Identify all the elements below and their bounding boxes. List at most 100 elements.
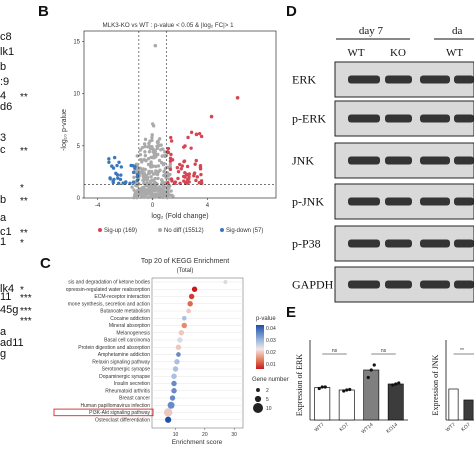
nodiff-point	[141, 191, 146, 196]
bar	[387, 383, 404, 421]
legend-label: Sig-down (57)	[226, 228, 263, 234]
sig-up-point	[166, 146, 171, 151]
gene-name: b	[0, 194, 6, 206]
nodiff-point	[149, 162, 153, 166]
replicate-point	[372, 363, 376, 367]
sig-label: **	[460, 348, 464, 354]
protein-band	[454, 75, 474, 84]
sig-down-point	[131, 180, 136, 184]
nodiff-point	[162, 161, 166, 166]
sig-up-point	[168, 167, 173, 172]
sig-up-point	[169, 135, 173, 140]
protein-band	[348, 280, 380, 289]
nodiff-point	[148, 186, 153, 190]
kegg-dot	[181, 322, 188, 329]
nodiff-point	[135, 154, 139, 158]
size-legend-dot	[253, 403, 263, 413]
nodiff-point	[166, 173, 171, 178]
kegg-dot	[178, 330, 185, 336]
legend-label: Sig-up (169)	[104, 228, 137, 234]
replicate-point	[342, 389, 346, 393]
gene-significance: **	[20, 92, 28, 103]
protein-band	[420, 197, 450, 206]
sig-down-point	[133, 164, 137, 168]
nodiff-point	[149, 155, 153, 160]
gene-name: 45g	[0, 304, 18, 316]
sig-up-point	[195, 175, 200, 179]
kegg-subtitle: (Total)	[177, 268, 194, 274]
pvalue-color-bar	[256, 325, 264, 369]
nodiff-point	[132, 188, 136, 192]
nodiff-point	[141, 195, 146, 199]
day14-label: da	[452, 25, 463, 37]
kegg-panel: C Top 20 of KEGG Enrichment (Total) sis …	[40, 255, 289, 446]
kegg-dot	[165, 416, 172, 423]
panel-letter-e: E	[286, 304, 296, 321]
legend-marker	[98, 228, 102, 232]
gene-name: c8	[0, 31, 12, 43]
gene-name: c	[0, 144, 6, 156]
kegg-category-label: Relaxin signaling pathway	[92, 359, 150, 365]
nodiff-point	[130, 185, 134, 189]
kegg-category-label: Serotonergic synapse	[102, 367, 151, 373]
volcano-ylabel: -log₁₀ p-value	[61, 109, 68, 151]
protein-band	[420, 156, 450, 165]
sig-up-point	[197, 131, 202, 136]
sig-down-point	[121, 181, 125, 185]
nodiff-point	[161, 185, 166, 190]
kegg-xtick-label: 20	[202, 432, 208, 438]
gene-significance: *	[20, 183, 24, 194]
bar	[463, 399, 474, 421]
nodiff-point	[152, 188, 156, 193]
sig-up-point	[185, 164, 190, 169]
kegg-category-label: Dopaminergic synapse	[99, 374, 150, 380]
replicate-point	[391, 383, 395, 387]
protein-label: GAPDH	[292, 278, 334, 292]
volcano-xlabel: log₂ (Fold change)	[151, 213, 208, 220]
nodiff-point	[132, 175, 136, 180]
kegg-category-label: Protein digestion and absorption	[78, 345, 150, 351]
protein-label: ERK	[292, 73, 316, 87]
gene-significance: **	[20, 196, 28, 207]
sig-up-point	[180, 164, 184, 168]
volcano-ytick-label: 10	[73, 92, 80, 98]
kegg-category-labels: sis and degradation of ketone bodiesopre…	[53, 280, 154, 423]
nodiff-point	[146, 162, 151, 167]
nodiff-point	[141, 178, 145, 182]
gene-significance: *	[20, 285, 24, 296]
nodiff-point	[159, 143, 163, 147]
nodiff-point	[168, 162, 173, 167]
nodiff-point	[138, 152, 143, 157]
kegg-dot	[187, 301, 193, 307]
protein-band	[454, 114, 474, 123]
replicate-point	[366, 375, 370, 380]
replicate-point	[323, 385, 327, 389]
gene-name: b	[0, 61, 6, 73]
nodiff-point	[150, 133, 154, 137]
gene-name: 4	[0, 90, 6, 102]
protein-band	[385, 197, 412, 206]
nodiff-point	[157, 158, 162, 163]
replicate-point	[320, 385, 324, 389]
volcano-points	[84, 31, 276, 200]
highlight-point	[235, 96, 240, 100]
gene-significance: **	[20, 228, 28, 239]
sig-down-point	[111, 179, 115, 183]
sig-up-point	[176, 169, 181, 174]
replicate-point	[348, 387, 352, 392]
kegg-grid	[152, 281, 243, 420]
nodiff-point	[155, 172, 160, 177]
sig-down-point	[107, 157, 111, 161]
kegg-dot	[167, 401, 175, 409]
nodiff-point	[146, 171, 151, 176]
kegg-category-label: Human papillomavirus infection	[81, 403, 151, 409]
erk-ylabel: Expression of ERK	[295, 354, 304, 416]
lane-label-wt: WT	[347, 47, 364, 59]
kegg-category-label: Basal cell carcinoma	[104, 338, 150, 344]
sig-down-point	[117, 160, 121, 164]
kegg-plot-frame	[151, 277, 244, 429]
kegg-category-label: Insulin secretion	[114, 381, 150, 387]
protein-band	[454, 239, 474, 248]
sig-up-point	[194, 178, 198, 183]
